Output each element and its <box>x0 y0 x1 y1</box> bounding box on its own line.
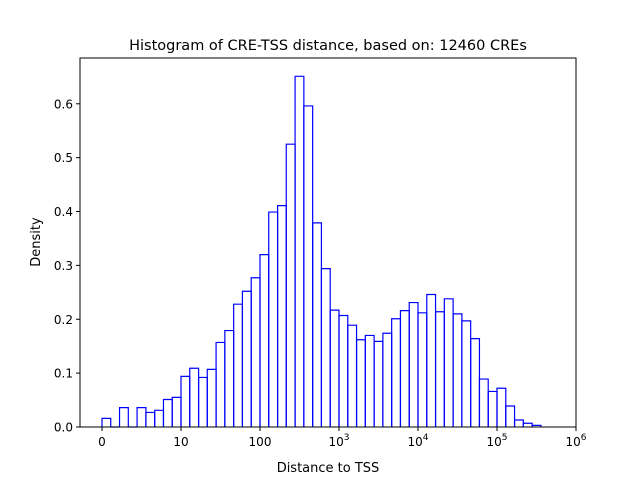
histogram-bin <box>408 301 419 427</box>
histogram-bin <box>364 334 375 427</box>
x-tick-label: 104 <box>407 433 428 449</box>
histogram-bin <box>154 409 165 427</box>
histogram-bin <box>118 407 129 427</box>
histogram-bin <box>294 75 305 427</box>
axes-frame <box>79 57 577 428</box>
histogram-bin <box>382 332 393 427</box>
histogram-bin <box>268 211 279 427</box>
y-tick-label: 0.4 <box>54 205 73 219</box>
histogram-bin <box>189 367 200 427</box>
histogram-bin <box>470 338 481 427</box>
histogram-bin <box>224 329 235 427</box>
histogram-bin <box>355 339 366 427</box>
histogram-bin <box>522 422 533 427</box>
histogram-bin <box>478 378 489 427</box>
y-tick-label: 0.6 <box>54 97 73 111</box>
histogram-bin <box>391 318 402 427</box>
histogram-bin <box>180 375 191 427</box>
histogram-bin <box>162 398 173 427</box>
x-tick-label: 106 <box>565 433 586 449</box>
x-tick-label: 100 <box>249 435 272 449</box>
chart-title: Histogram of CRE-TSS distance, based on:… <box>129 38 527 54</box>
x-tick-label: 103 <box>328 433 349 449</box>
x-tick-label: 10 <box>173 435 188 449</box>
x-tick-label: 105 <box>486 433 507 449</box>
histogram-bin <box>136 407 147 427</box>
y-tick-label: 0.2 <box>54 313 73 327</box>
histogram-bin <box>259 254 270 427</box>
y-axis-label: Density <box>29 217 44 267</box>
histogram-bin <box>171 396 182 427</box>
histogram-bin <box>276 205 287 427</box>
histogram-bin <box>505 405 516 427</box>
y-axis: 0.0 0.1 0.2 0.3 0.4 0.5 0.6 <box>54 97 80 435</box>
histogram-bin <box>399 310 410 427</box>
histogram-bin <box>426 293 437 427</box>
histogram-bin <box>241 290 252 427</box>
histogram-bin <box>487 390 498 427</box>
histogram-bin <box>250 277 261 427</box>
histogram-bin <box>443 298 454 427</box>
x-axis: 0 10 100 103 104 105 106 <box>98 427 587 449</box>
histogram-bin <box>215 341 226 427</box>
histogram-bin <box>531 424 542 427</box>
histogram-bin <box>373 340 384 427</box>
histogram-bin <box>101 417 112 427</box>
histogram-bin <box>461 320 472 427</box>
y-tick-label: 0.5 <box>54 151 73 165</box>
histogram-bin <box>496 387 507 427</box>
y-tick-label: 0.3 <box>54 259 73 273</box>
y-tick-label: 0.0 <box>54 421 73 435</box>
histogram-bin <box>285 143 296 427</box>
histogram-bin <box>347 324 358 427</box>
x-tick-label: 0 <box>98 435 106 449</box>
x-axis-label: Distance to TSS <box>277 461 380 476</box>
histogram-bin <box>452 313 463 427</box>
plot-area <box>101 75 542 428</box>
histogram-bin <box>329 309 340 427</box>
histogram-bin <box>233 303 244 427</box>
histogram-bin <box>417 312 428 427</box>
histogram-bin <box>197 376 208 427</box>
histogram-bin <box>206 368 217 427</box>
histogram-bin <box>320 268 331 427</box>
histogram-bin <box>303 105 314 427</box>
histogram-bin <box>513 419 524 427</box>
y-tick-label: 0.1 <box>54 367 73 381</box>
histogram-bin <box>434 311 445 427</box>
histogram-bin <box>312 222 323 427</box>
histogram-bin <box>145 411 156 427</box>
histogram-bin <box>338 314 349 427</box>
